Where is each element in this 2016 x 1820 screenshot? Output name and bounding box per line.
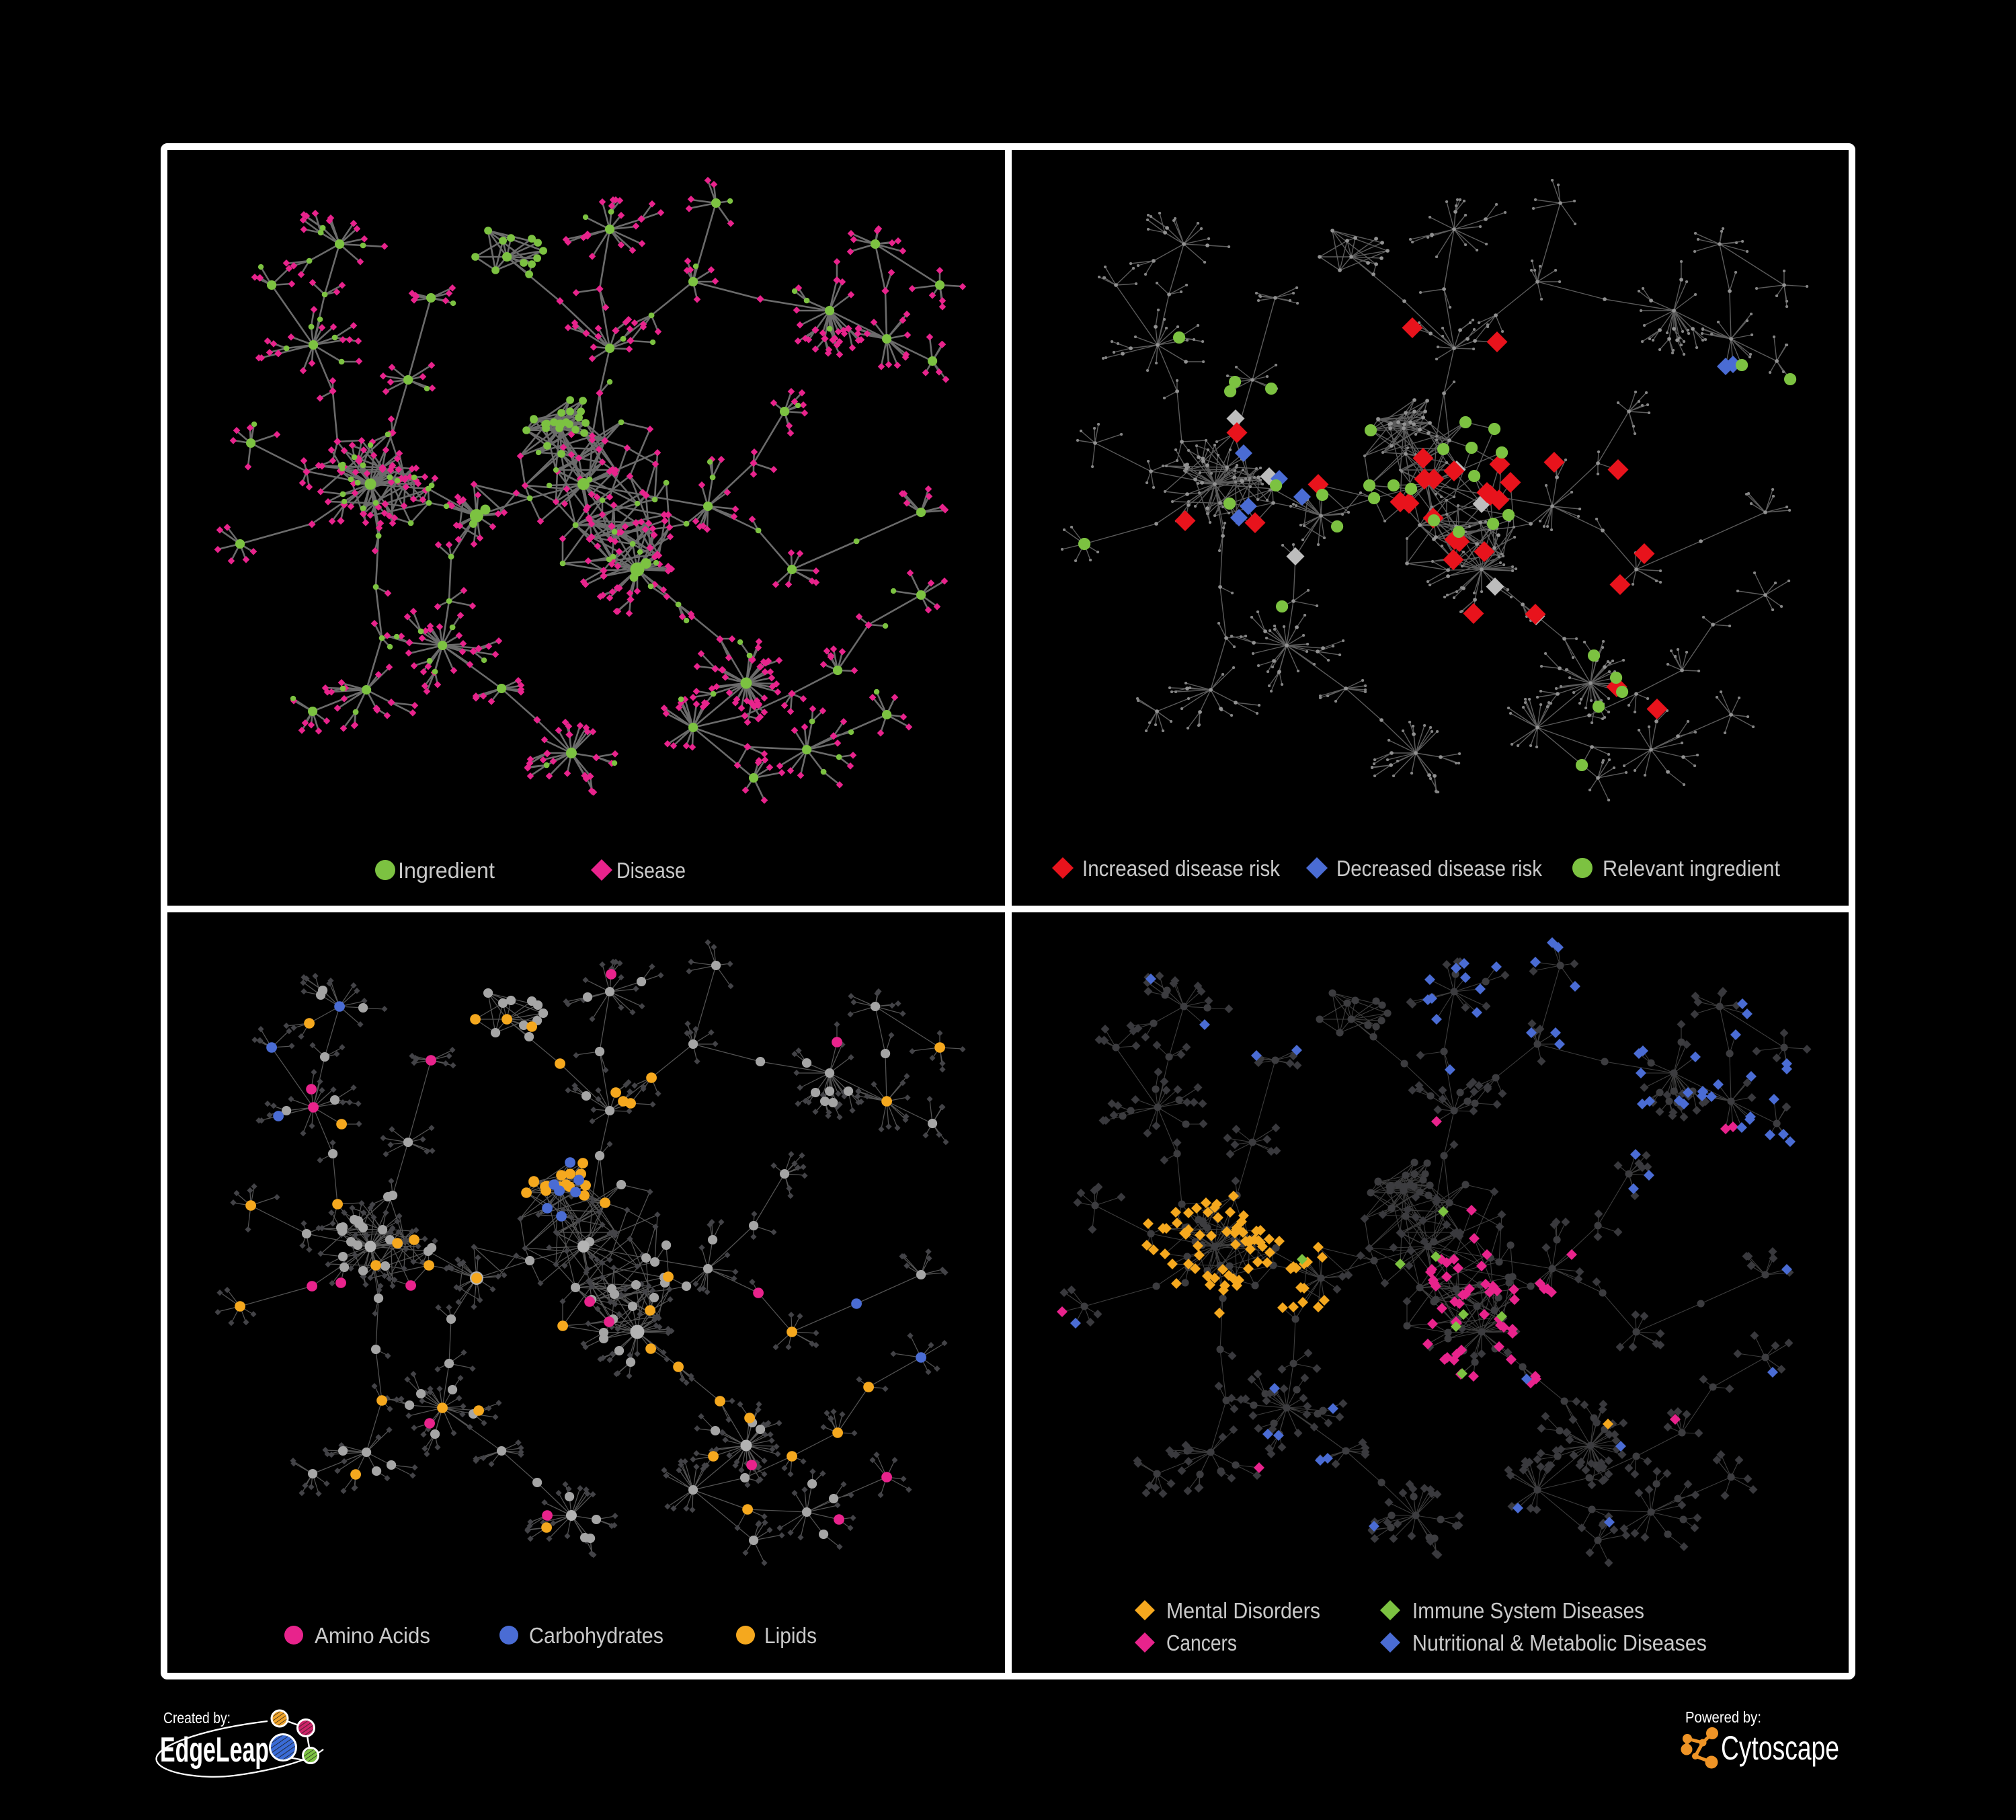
svg-text:Relevant ingredient: Relevant ingredient: [1603, 856, 1780, 881]
svg-text:Lipids: Lipids: [764, 1623, 817, 1648]
svg-text:Carbohydrates: Carbohydrates: [529, 1623, 663, 1648]
svg-text:EdgeLeap: EdgeLeap: [160, 1731, 269, 1770]
svg-text:Ingredient: Ingredient: [398, 858, 495, 883]
svg-text:Increased disease risk: Increased disease risk: [1082, 856, 1280, 881]
svg-text:Nutritional & Metabolic Diseas: Nutritional & Metabolic Diseases: [1412, 1630, 1707, 1655]
svg-text:Created by:: Created by:: [163, 1709, 231, 1727]
svg-text:Decreased disease risk: Decreased disease risk: [1336, 856, 1542, 881]
svg-text:Disease: Disease: [616, 858, 686, 883]
svg-text:Amino Acids: Amino Acids: [315, 1623, 430, 1648]
svg-text:Immune System Diseases: Immune System Diseases: [1412, 1598, 1644, 1623]
svg-text:Cancers: Cancers: [1166, 1630, 1237, 1655]
svg-text:Cytoscape: Cytoscape: [1721, 1729, 1839, 1767]
svg-text:Powered by:: Powered by:: [1685, 1708, 1761, 1726]
svg-text:Mental Disorders: Mental Disorders: [1166, 1598, 1320, 1623]
